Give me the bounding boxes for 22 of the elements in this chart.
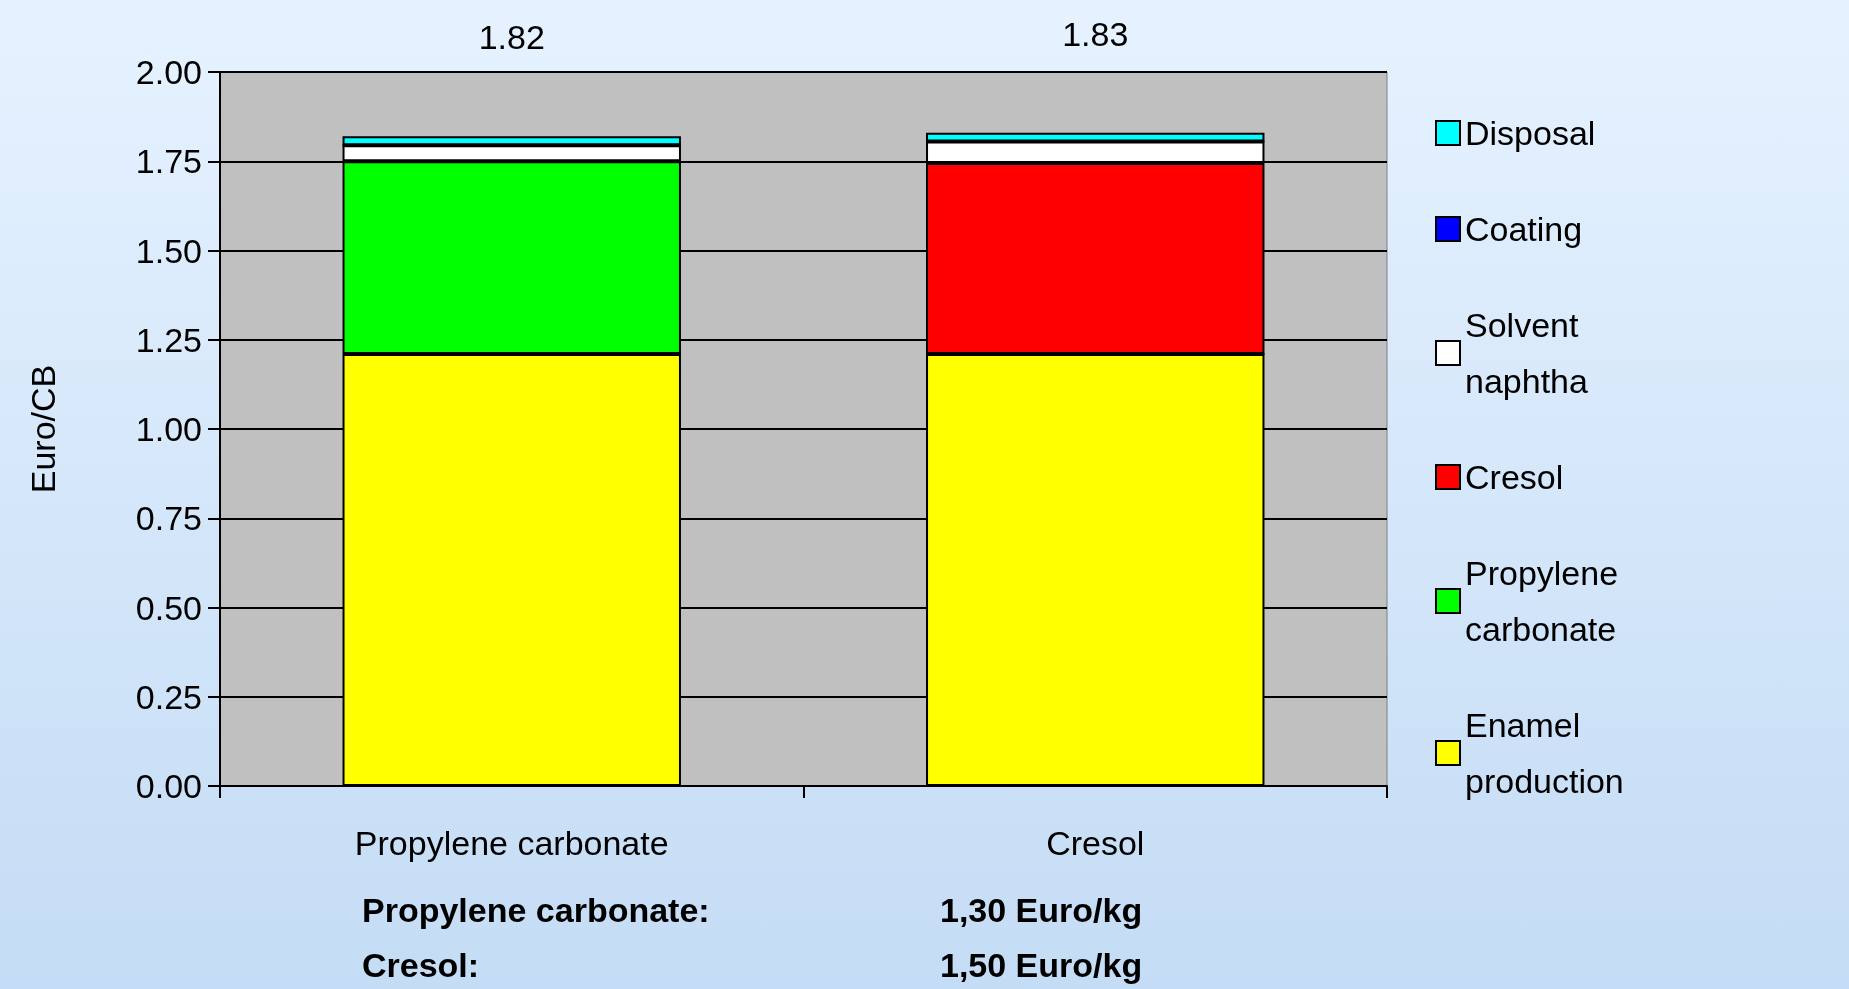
- legend-label: Enamel production: [1465, 706, 1624, 800]
- y-tick-label: 2.00: [135, 53, 202, 91]
- text: Cresol:: [362, 946, 480, 984]
- legend-label: Solvent naphtha: [1465, 306, 1588, 400]
- y-tick-label: 0.75: [135, 499, 202, 538]
- total-label: 1.82: [478, 18, 545, 57]
- text: 1,50 Euro/kg: [940, 946, 1143, 984]
- legend-label: Propylene carbonate: [1465, 554, 1628, 648]
- legend-label: Coating: [1465, 210, 1583, 248]
- text: 1,30 Euro/kg: [940, 891, 1143, 929]
- text: Propylene carbonate:: [362, 891, 710, 929]
- y-tick-label: 0.00: [135, 767, 202, 805]
- y-tick-label: 1.25: [135, 320, 202, 359]
- y-tick-label: 1.75: [135, 142, 202, 181]
- legend-label: Cresol: [1465, 458, 1564, 496]
- total-label: 1.83: [1062, 14, 1129, 53]
- y-tick-label: 0.50: [135, 588, 202, 627]
- y-tick-label: 1.50: [135, 231, 202, 270]
- y-tick-label: 1.00: [135, 410, 202, 448]
- y-tick-label: 0.25: [135, 677, 202, 716]
- y-axis-title: Euro/CB: [24, 364, 62, 494]
- legend-label: Disposal: [1465, 114, 1596, 152]
